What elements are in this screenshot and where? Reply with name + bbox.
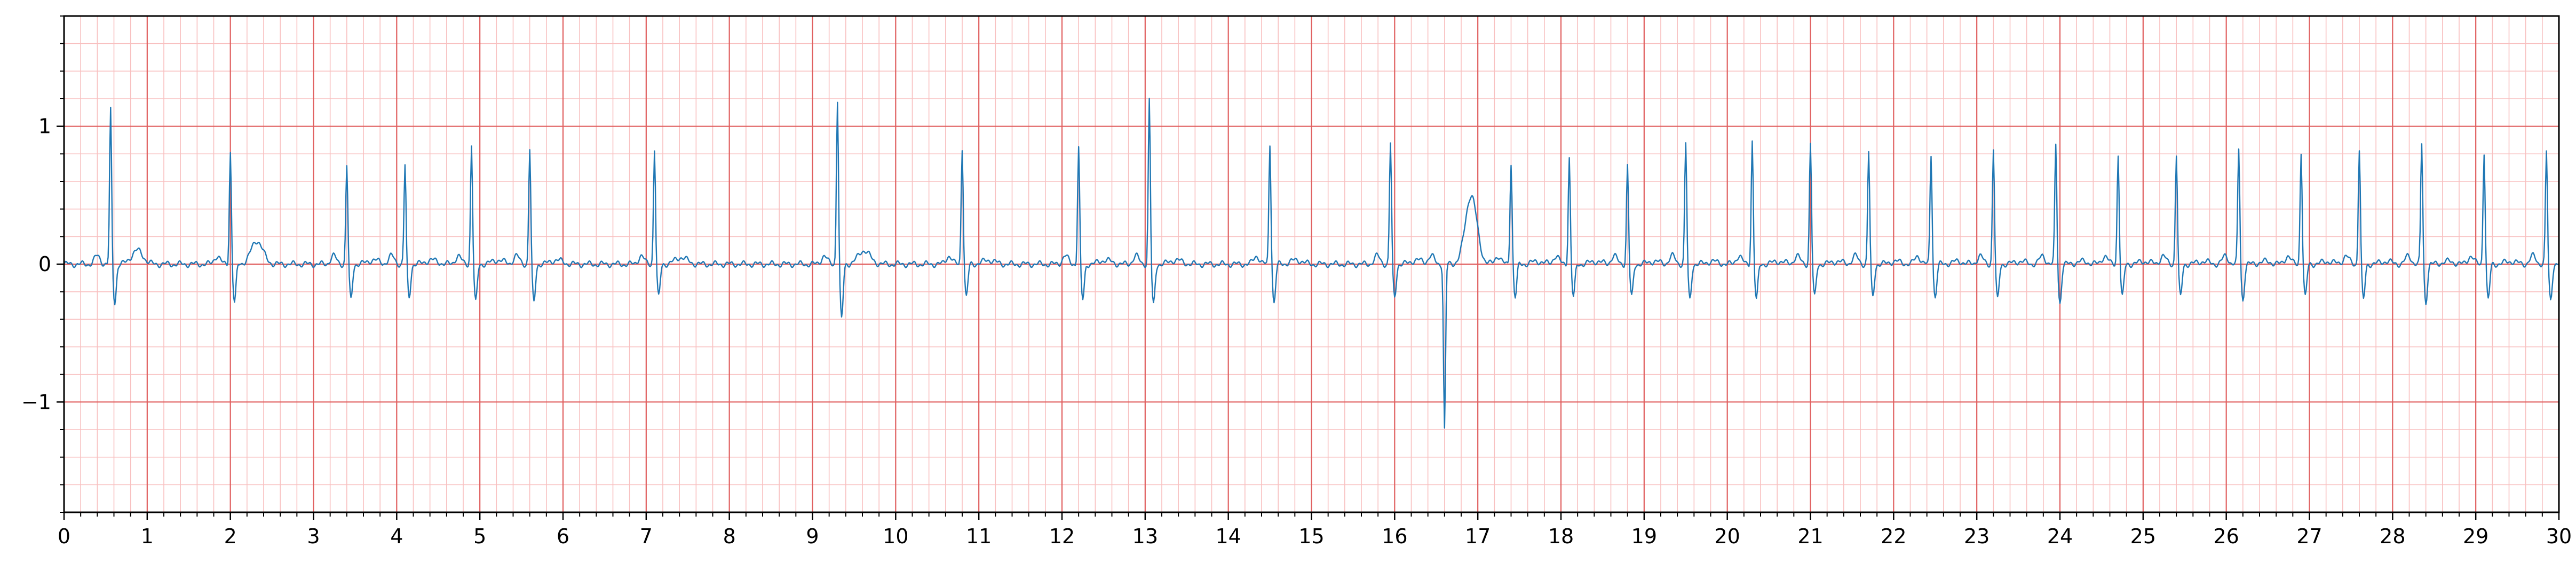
x-tick-label: 4 [390,525,403,548]
x-tick-label: 23 [1964,525,1990,548]
y-axis: −1 0 1 [21,15,64,513]
x-tick-label: 12 [1049,525,1075,548]
x-tick-label: 9 [806,525,819,548]
x-tick-label: 26 [2213,525,2239,548]
x-tick-label: 18 [1548,525,1574,548]
x-axis: 0 1 2 3 4 5 6 7 8 9 10 11 12 13 14 15 16 17 18 19 20 21 22 23 24… [58,512,2572,548]
x-tick-label: 19 [1631,525,1657,548]
x-tick-label: 29 [2463,525,2488,548]
x-tick-label: 14 [1215,525,1241,548]
x-tick-label: 1 [141,525,154,548]
x-tick-label: 27 [2296,525,2322,548]
x-tick-label: 6 [557,525,569,548]
x-tick-label: 21 [1797,525,1823,548]
x-tick-label: 7 [640,525,653,548]
ecg-trace-series [63,98,2559,429]
x-tick-label: 5 [473,525,486,548]
y-tick-label: −1 [21,390,51,414]
y-tick-label: 1 [38,115,51,138]
x-tick-label: 10 [883,525,908,548]
x-tick-label: 22 [1881,525,1906,548]
x-tick-label: 17 [1465,525,1491,548]
x-tick-label: 11 [966,525,992,548]
x-tick-label: 16 [1382,525,1407,548]
x-tick-label: 30 [2546,525,2572,548]
y-tick-label: 0 [38,252,51,276]
x-tick-label: 8 [723,525,736,548]
x-tick-label: 25 [2130,525,2156,548]
x-tick-label: 20 [1714,525,1740,548]
x-tick-label: 3 [307,525,320,548]
x-tick-label: 0 [58,525,70,548]
x-tick-label: 24 [2047,525,2073,548]
x-tick-label: 13 [1132,525,1158,548]
x-tick-label: 2 [224,525,237,548]
x-tick-label: 15 [1298,525,1324,548]
ecg-trace-line [63,98,2559,429]
x-tick-label: 28 [2380,525,2405,548]
